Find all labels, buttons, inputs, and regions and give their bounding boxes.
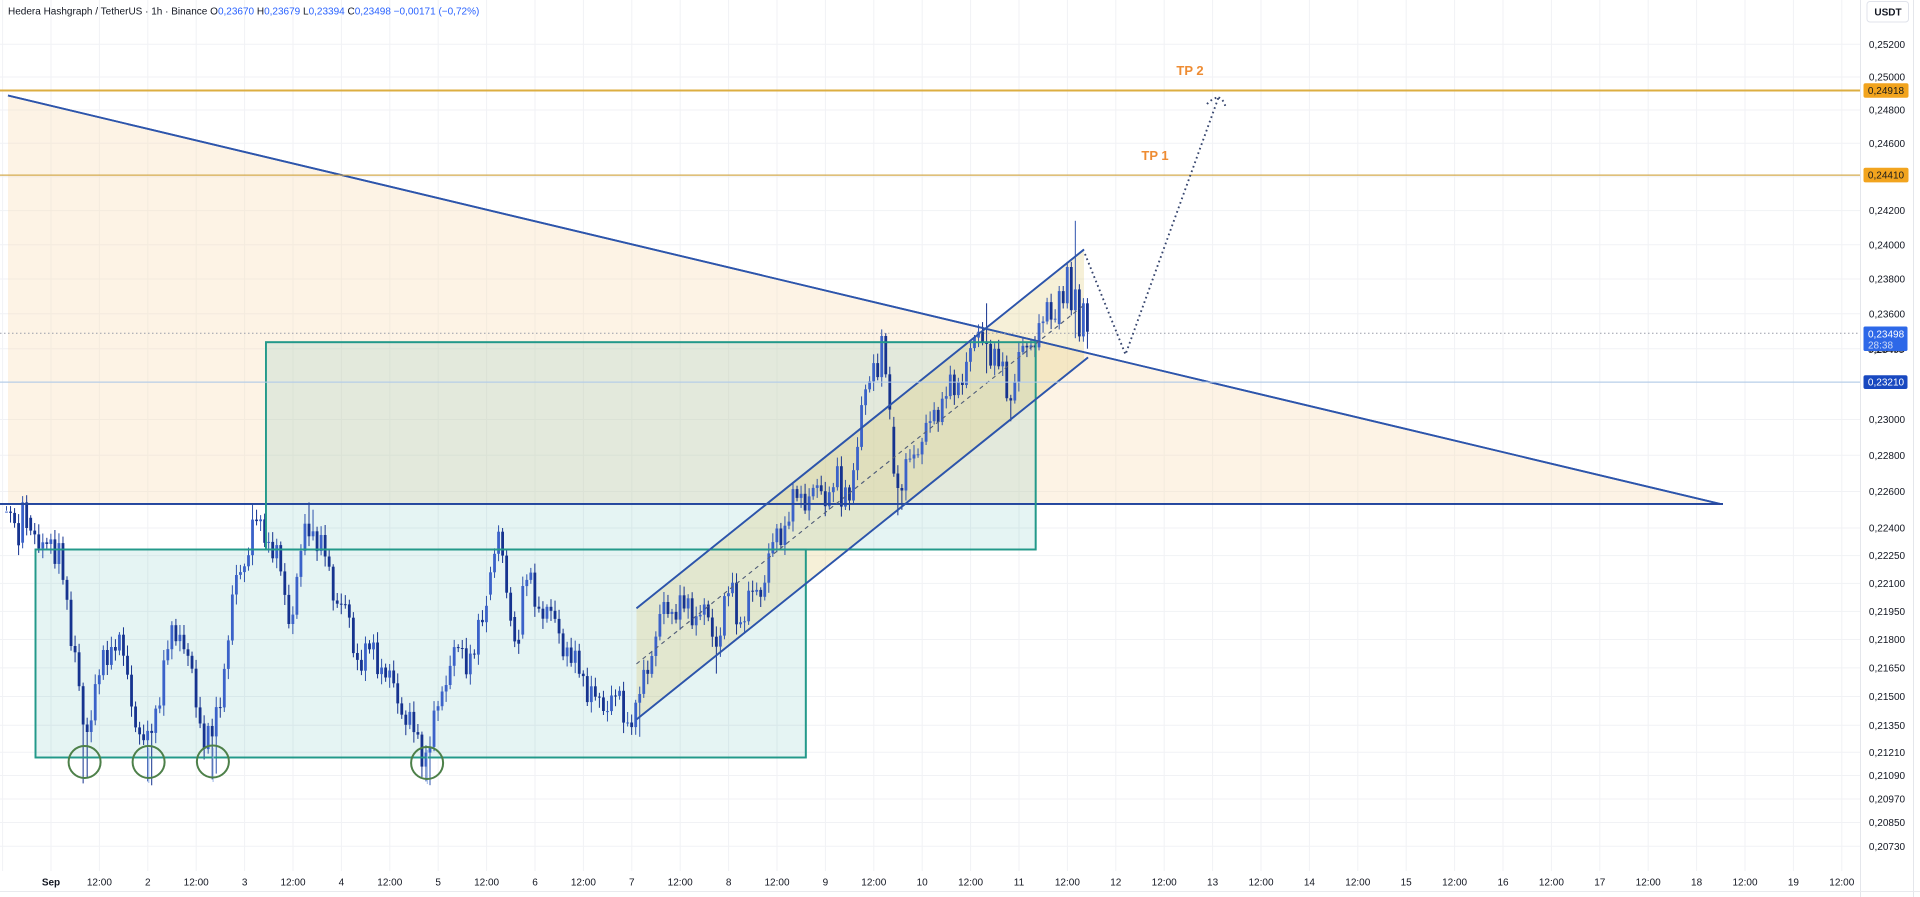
- svg-text:12:00: 12:00: [1055, 878, 1080, 889]
- svg-text:0,21650: 0,21650: [1869, 664, 1906, 675]
- svg-text:15: 15: [1401, 878, 1413, 889]
- svg-text:0,23000: 0,23000: [1869, 415, 1906, 426]
- svg-text:13: 13: [1207, 878, 1219, 889]
- svg-text:19: 19: [1788, 878, 1800, 889]
- svg-text:12:00: 12:00: [861, 878, 886, 889]
- svg-text:2: 2: [145, 878, 151, 889]
- svg-text:0,25200: 0,25200: [1869, 40, 1906, 51]
- svg-text:12:00: 12:00: [184, 878, 209, 889]
- svg-text:14: 14: [1304, 878, 1316, 889]
- svg-text:12:00: 12:00: [668, 878, 693, 889]
- svg-text:0,21210: 0,21210: [1869, 748, 1906, 759]
- svg-text:0,23498: 0,23498: [1868, 330, 1905, 341]
- svg-text:12:00: 12:00: [1539, 878, 1564, 889]
- svg-text:12:00: 12:00: [1732, 878, 1757, 889]
- svg-text:7: 7: [629, 878, 635, 889]
- svg-text:28:38: 28:38: [1868, 341, 1893, 352]
- svg-text:USDT: USDT: [1874, 8, 1901, 19]
- svg-text:3: 3: [242, 878, 248, 889]
- svg-text:0,24200: 0,24200: [1869, 206, 1906, 217]
- svg-text:0,24410: 0,24410: [1868, 171, 1905, 182]
- svg-text:0,21350: 0,21350: [1869, 721, 1906, 732]
- svg-text:12:00: 12:00: [1636, 878, 1661, 889]
- svg-text:0,20850: 0,20850: [1869, 818, 1906, 829]
- svg-text:0,22250: 0,22250: [1869, 551, 1906, 562]
- svg-text:8: 8: [726, 878, 732, 889]
- svg-text:Sep: Sep: [42, 878, 60, 889]
- svg-text:0,21950: 0,21950: [1869, 607, 1906, 618]
- svg-text:12:00: 12:00: [377, 878, 402, 889]
- svg-text:12:00: 12:00: [571, 878, 596, 889]
- svg-text:0,25000: 0,25000: [1869, 73, 1906, 84]
- svg-text:9: 9: [823, 878, 829, 889]
- svg-text:0,21090: 0,21090: [1869, 771, 1906, 782]
- svg-text:11: 11: [1014, 878, 1025, 889]
- svg-text:0,23210: 0,23210: [1868, 378, 1905, 389]
- svg-text:TP 2: TP 2: [1176, 63, 1203, 78]
- svg-text:16: 16: [1497, 878, 1509, 889]
- svg-text:18: 18: [1691, 878, 1703, 889]
- svg-text:0,20730: 0,20730: [1869, 842, 1906, 853]
- svg-text:0,20970: 0,20970: [1869, 795, 1906, 806]
- svg-text:0,24918: 0,24918: [1868, 86, 1905, 97]
- svg-text:17: 17: [1594, 878, 1606, 889]
- svg-text:Hedera Hashgraph / TetherUS ·: Hedera Hashgraph / TetherUS · 1h · Binan…: [8, 7, 479, 18]
- svg-text:12:00: 12:00: [1248, 878, 1273, 889]
- svg-text:0,22400: 0,22400: [1869, 524, 1906, 535]
- svg-text:12:00: 12:00: [1829, 878, 1854, 889]
- svg-text:4: 4: [339, 878, 345, 889]
- svg-text:0,21800: 0,21800: [1869, 635, 1906, 646]
- svg-text:0,22600: 0,22600: [1869, 487, 1906, 498]
- svg-text:12:00: 12:00: [474, 878, 499, 889]
- svg-text:0,21500: 0,21500: [1869, 692, 1906, 703]
- svg-text:12:00: 12:00: [1152, 878, 1177, 889]
- svg-text:5: 5: [435, 878, 441, 889]
- svg-text:TP 1: TP 1: [1141, 148, 1168, 163]
- svg-text:12:00: 12:00: [1345, 878, 1370, 889]
- svg-text:0,22100: 0,22100: [1869, 579, 1906, 590]
- svg-text:0,22800: 0,22800: [1869, 451, 1906, 462]
- svg-text:0,24800: 0,24800: [1869, 106, 1906, 117]
- svg-text:12:00: 12:00: [958, 878, 983, 889]
- svg-text:0,24000: 0,24000: [1869, 240, 1906, 251]
- svg-text:12:00: 12:00: [280, 878, 305, 889]
- svg-text:0,23800: 0,23800: [1869, 275, 1906, 286]
- svg-text:6: 6: [532, 878, 538, 889]
- svg-text:12: 12: [1110, 878, 1122, 889]
- svg-text:10: 10: [917, 878, 929, 889]
- svg-text:0,23600: 0,23600: [1869, 309, 1906, 320]
- svg-text:12:00: 12:00: [1442, 878, 1467, 889]
- svg-text:0,24600: 0,24600: [1869, 139, 1906, 150]
- svg-text:12:00: 12:00: [87, 878, 112, 889]
- svg-text:12:00: 12:00: [764, 878, 789, 889]
